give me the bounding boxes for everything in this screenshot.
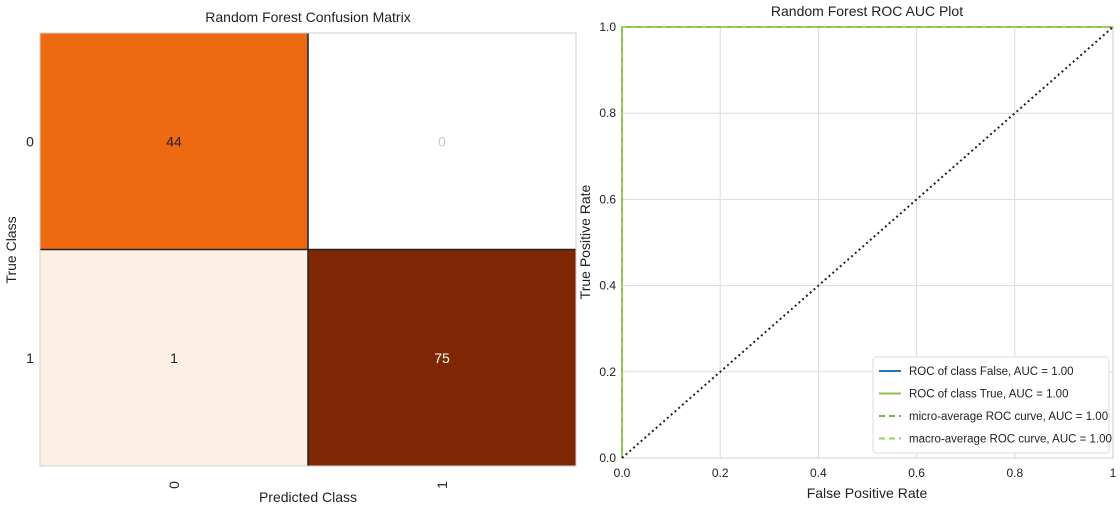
roc-legend-label-1: ROC of class True, AUC = 1.00 (909, 389, 1068, 401)
cm-cell-1-0 (40, 249, 308, 466)
cm-cell-1-1 (308, 249, 576, 466)
roc-title: Random Forest ROC AUC Plot (771, 3, 963, 19)
cm-cell-value-0-0: 44 (166, 133, 182, 149)
roc-xlabel: False Positive Rate (807, 485, 928, 501)
roc-xtick-4: 0.8 (1006, 466, 1023, 480)
roc-series-line-3 (621, 26, 1113, 458)
cm-ticks: 0 1 0 1 (26, 133, 450, 489)
roc-lines (621, 26, 1114, 459)
cm-cell-value-1-1: 75 (434, 350, 450, 366)
roc-ytick-0: 0.0 (599, 451, 616, 465)
roc-ytick-5: 1.0 (599, 20, 616, 34)
roc-ylabel: True Positive Rate (577, 184, 593, 299)
cm-cell-value-0-1: 0 (438, 133, 446, 149)
roc-ytick-1: 0.2 (599, 365, 616, 379)
confusion-matrix-chart: Random Forest Confusion Matrix 44 0 1 75 0 1… (3, 9, 577, 505)
cm-ylabel: True Class (3, 216, 19, 283)
roc-xtick-2: 0.4 (810, 466, 827, 480)
roc-ticks: 0.0 0.2 0.4 0.6 0.8 1 0.0 0.2 0.4 0.6 0.8 1.0 (599, 20, 1116, 480)
cm-title: Random Forest Confusion Matrix (205, 9, 410, 25)
cm-ytick-0: 0 (26, 133, 34, 149)
roc-xtick-0: 0.0 (614, 466, 631, 480)
roc-legend: ROC of class False, AUC = 1.00 ROC of cla… (872, 356, 1112, 454)
roc-ytick-4: 0.8 (599, 106, 616, 120)
cm-cell-value-1-0: 1 (170, 350, 178, 366)
cm-cell-0-0 (40, 33, 308, 250)
roc-ytick-3: 0.6 (599, 192, 616, 206)
roc-xtick-3: 0.6 (908, 466, 925, 480)
roc-legend-label-3: macro-average ROC curve, AUC = 1.00 (909, 434, 1112, 446)
cm-frame (39, 32, 577, 467)
roc-xtick-5: 1 (1110, 466, 1117, 480)
cm-ytick-1: 1 (26, 350, 34, 366)
roc-chart: Random Forest ROC AUC Plot 0.0 0.2 0.4 0.6 0… (577, 3, 1117, 501)
cm-cells: 44 0 1 75 (39, 32, 577, 467)
roc-xtick-1: 0.2 (712, 466, 729, 480)
roc-ytick-2: 0.4 (599, 279, 616, 293)
roc-legend-box (872, 356, 1110, 454)
cm-xtick-0: 0 (166, 481, 182, 489)
roc-legend-label-2: micro-average ROC curve, AUC = 1.00 (909, 411, 1108, 423)
cm-xlabel: Predicted Class (259, 489, 357, 505)
cm-cell-0-1 (308, 33, 576, 250)
roc-legend-label-0: ROC of class False, AUC = 1.00 (909, 366, 1074, 378)
roc-chance-line (621, 26, 1114, 459)
cm-xtick-1: 1 (434, 481, 450, 489)
